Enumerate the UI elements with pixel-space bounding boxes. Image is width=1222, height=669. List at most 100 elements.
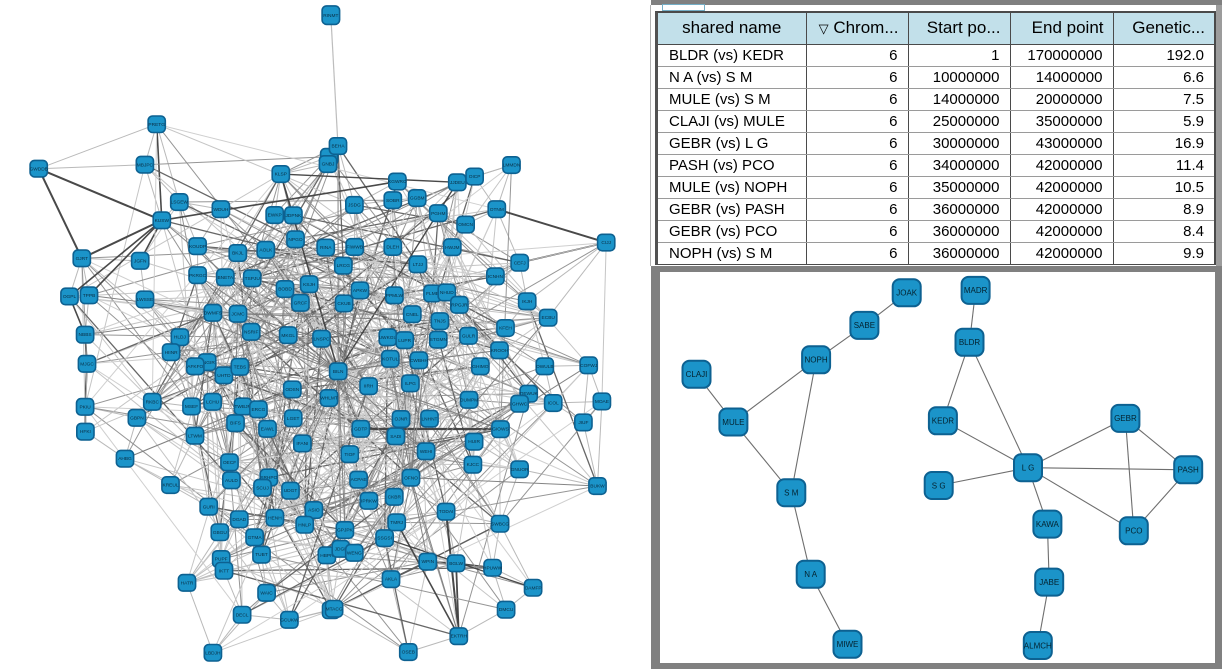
svg-text:BIFS: BIFS <box>230 421 241 427</box>
svg-text:TUBT: TUBT <box>255 552 268 558</box>
svg-text:GIOWS: GIOWS <box>492 427 509 433</box>
svg-text:GCUKW: GCUKW <box>280 618 299 624</box>
svg-text:RINMT: RINMT <box>323 13 338 19</box>
svg-text:LBDJH: LBDJH <box>205 650 221 656</box>
svg-text:AFKFO: AFKFO <box>187 364 203 370</box>
svg-text:AOLK: AOLK <box>259 247 273 253</box>
svg-text:DMCU: DMCU <box>499 607 514 613</box>
svg-text:IKJH: IKJH <box>522 299 533 305</box>
svg-text:LUPR: LUPR <box>398 338 411 344</box>
svg-text:RINA: RINA <box>320 245 332 251</box>
svg-text:BILN: BILN <box>333 369 344 375</box>
svg-text:HIINR: HIINR <box>165 350 179 356</box>
svg-text:KFEH: KFEH <box>499 326 512 332</box>
svg-text:MJGC: MJGC <box>80 361 94 367</box>
svg-text:SSGSI: SSGSI <box>377 536 392 542</box>
svg-text:LTWM: LTWM <box>188 433 202 439</box>
svg-text:HWJM: HWJM <box>445 245 459 251</box>
svg-text:AHBG: AHBG <box>118 456 132 462</box>
svg-text:MSEF: MSEF <box>185 404 198 410</box>
svg-text:PASH: PASH <box>1178 466 1199 475</box>
svg-text:BOBD: BOBD <box>278 287 292 293</box>
svg-text:LNSPC: LNSPC <box>314 336 331 342</box>
svg-text:BKJL: BKJL <box>232 251 244 257</box>
svg-text:SABE: SABE <box>854 321 875 330</box>
svg-text:CKBR: CKBR <box>388 494 402 500</box>
svg-text:ODSN: ODSN <box>285 387 299 393</box>
svg-text:KEDR: KEDR <box>932 417 954 426</box>
svg-text:IKTT: IKTT <box>219 568 229 574</box>
svg-text:KJCC: KJCC <box>467 462 480 468</box>
svg-text:AKLA: AKLA <box>385 577 398 583</box>
svg-text:GURI: GURI <box>203 504 215 510</box>
svg-text:ILPG: ILPG <box>405 381 416 387</box>
svg-text:GBGU: GBGU <box>213 530 228 536</box>
svg-text:CKUB: CKUB <box>337 301 350 307</box>
svg-text:ALMCH: ALMCH <box>1024 641 1052 650</box>
svg-text:KUSW: KUSW <box>155 218 170 224</box>
svg-text:GTMA: GTMA <box>248 535 263 541</box>
svg-text:GDTP: GDTP <box>354 426 367 432</box>
svg-text:NBBS: NBBS <box>79 332 92 338</box>
svg-text:GGBM: GGBM <box>410 196 425 202</box>
svg-text:PPMLW: PPMLW <box>386 293 404 299</box>
svg-text:BNETA: BNETA <box>217 275 233 281</box>
svg-text:PCO: PCO <box>1125 527 1142 536</box>
svg-text:DWMFS: DWMFS <box>204 311 222 317</box>
svg-text:UDGT: UDGT <box>284 488 298 494</box>
svg-text:JJDEU: JJDEU <box>450 180 465 186</box>
svg-text:GHIMO: GHIMO <box>472 364 489 370</box>
svg-text:ICNHN: ICNHN <box>488 274 504 280</box>
svg-text:KLSP: KLSP <box>275 172 287 178</box>
svg-text:CLAJI: CLAJI <box>686 370 708 379</box>
svg-text:SADI: SADI <box>390 434 401 440</box>
svg-text:MIWE: MIWE <box>837 640 859 649</box>
svg-text:HPUWW: HPUWW <box>483 565 503 571</box>
svg-text:HBPR: HBPR <box>320 553 334 559</box>
svg-text:EWKP: EWKP <box>268 213 282 219</box>
svg-text:KSJH: KSJH <box>303 282 316 288</box>
svg-text:BLDR: BLDR <box>959 338 981 347</box>
svg-text:TWBJM: TWBJM <box>234 404 251 410</box>
svg-text:GBPN: GBPN <box>130 415 144 421</box>
svg-text:OAMFP: OAMFP <box>525 585 542 591</box>
svg-text:BUKW: BUKW <box>590 484 605 490</box>
svg-text:OTNM: OTNM <box>490 207 504 213</box>
svg-text:EKTRH: EKTRH <box>451 634 468 640</box>
svg-text:DLEH: DLEH <box>386 245 399 251</box>
svg-text:GHWC: GHWC <box>512 401 528 407</box>
svg-text:ACPAE: ACPAE <box>351 477 367 483</box>
svg-text:DUMPM: DUMPM <box>460 398 478 404</box>
svg-text:L G: L G <box>1022 464 1035 473</box>
svg-text:SRHPO: SRHPO <box>260 475 277 481</box>
svg-text:IIRH: IIRH <box>364 384 374 390</box>
svg-text:KROOH: KROOH <box>491 348 509 354</box>
svg-text:ASIO: ASIO <box>308 508 320 514</box>
svg-text:S M: S M <box>784 489 799 498</box>
svg-text:HUIR: HUIR <box>468 439 480 445</box>
svg-text:KGWRO: KGWRO <box>388 179 407 185</box>
svg-text:KAWA: KAWA <box>1036 520 1060 529</box>
svg-text:NHUD: NHUD <box>440 290 454 296</box>
svg-text:ICOL: ICOL <box>548 401 560 407</box>
svg-text:JSDG: JSDG <box>348 203 361 209</box>
svg-text:OGPL: OGPL <box>63 294 77 300</box>
svg-text:WAIC: WAIC <box>260 591 273 597</box>
svg-text:HNLP: HNLP <box>298 522 311 528</box>
svg-text:NOPH: NOPH <box>805 356 828 365</box>
svg-text:OWULB: OWULB <box>536 364 554 370</box>
svg-text:OFNO: OFNO <box>404 475 418 481</box>
svg-text:SNGIR: SNGIR <box>200 360 216 366</box>
svg-text:MULE: MULE <box>722 418 744 427</box>
svg-text:OICP: OICP <box>469 174 481 180</box>
svg-text:SWBCG: SWBCG <box>491 521 509 527</box>
svg-text:S G: S G <box>932 481 946 490</box>
svg-text:OECF: OECF <box>223 460 236 466</box>
svg-text:WPIN: WPIN <box>422 559 435 565</box>
svg-text:GULR: GULR <box>462 333 476 339</box>
svg-text:ERCG: ERCG <box>251 407 265 413</box>
svg-text:LNHNT: LNHNT <box>422 416 438 422</box>
svg-text:GNUOR: GNUOR <box>511 467 529 473</box>
svg-text:PUPF: PUPF <box>215 557 228 563</box>
svg-text:TSPJU: TSPJU <box>245 276 261 282</box>
